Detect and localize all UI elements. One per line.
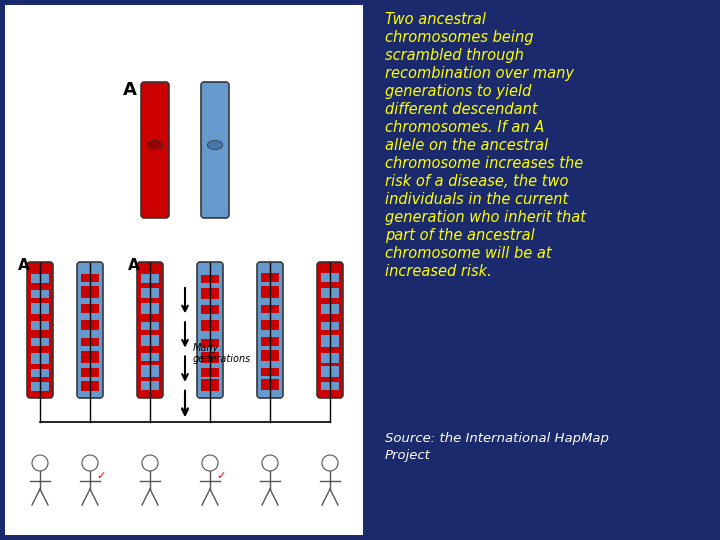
Bar — [321, 353, 339, 362]
Bar — [81, 304, 99, 313]
Bar — [141, 353, 159, 361]
Bar — [201, 288, 219, 299]
Bar — [261, 320, 279, 330]
Bar — [261, 273, 279, 282]
Text: A: A — [128, 258, 140, 273]
FancyBboxPatch shape — [197, 262, 223, 398]
Bar — [141, 288, 159, 298]
Text: ✓: ✓ — [216, 471, 225, 481]
Text: Two ancestral
chromosomes being
scrambled through
recombination over many
genera: Two ancestral chromosomes being scramble… — [385, 12, 586, 279]
Bar — [321, 335, 339, 347]
Bar — [31, 321, 49, 330]
Bar — [31, 289, 49, 298]
FancyBboxPatch shape — [77, 262, 103, 398]
Circle shape — [82, 455, 98, 471]
Bar — [201, 305, 219, 314]
Bar — [81, 338, 99, 346]
Bar — [261, 336, 279, 346]
Bar — [141, 322, 159, 330]
Bar — [321, 322, 339, 330]
Bar — [321, 273, 339, 282]
Circle shape — [262, 455, 278, 471]
Bar — [261, 380, 279, 390]
Bar — [321, 304, 339, 314]
Bar — [261, 349, 279, 361]
Circle shape — [322, 455, 338, 471]
Circle shape — [32, 455, 48, 471]
Text: Many
generations: Many generations — [193, 343, 251, 364]
Bar — [81, 368, 99, 377]
Text: ✓: ✓ — [96, 471, 105, 481]
Text: A: A — [123, 81, 137, 99]
Bar — [81, 381, 99, 391]
Bar — [141, 303, 159, 314]
FancyBboxPatch shape — [257, 262, 283, 398]
Bar — [261, 286, 279, 298]
Bar — [321, 367, 339, 377]
Bar — [81, 351, 99, 362]
Bar — [81, 286, 99, 298]
Bar — [31, 338, 49, 346]
FancyBboxPatch shape — [317, 262, 343, 398]
Bar — [31, 353, 49, 364]
Bar — [141, 365, 159, 377]
Text: Source: the International HapMap
Project: Source: the International HapMap Project — [385, 432, 609, 462]
Ellipse shape — [207, 140, 222, 150]
Bar — [201, 368, 219, 377]
FancyBboxPatch shape — [27, 262, 53, 398]
Bar — [31, 303, 49, 314]
Bar — [261, 368, 279, 375]
Bar — [201, 320, 219, 332]
Bar — [261, 305, 279, 313]
Bar — [321, 382, 339, 390]
FancyBboxPatch shape — [141, 82, 169, 218]
Bar — [31, 274, 49, 283]
Bar — [31, 369, 49, 377]
Bar — [31, 382, 49, 391]
Ellipse shape — [148, 140, 163, 150]
FancyBboxPatch shape — [201, 82, 229, 218]
Bar — [141, 335, 159, 346]
Circle shape — [202, 455, 218, 471]
Bar — [201, 275, 219, 283]
Bar — [321, 288, 339, 298]
Bar — [201, 339, 219, 347]
Bar — [81, 274, 99, 282]
Bar — [141, 274, 159, 283]
FancyBboxPatch shape — [137, 262, 163, 398]
Circle shape — [142, 455, 158, 471]
Text: A: A — [18, 258, 30, 273]
Bar — [201, 380, 219, 391]
Bar — [81, 320, 99, 330]
FancyBboxPatch shape — [5, 5, 363, 535]
Bar — [141, 381, 159, 390]
Bar — [201, 352, 219, 362]
